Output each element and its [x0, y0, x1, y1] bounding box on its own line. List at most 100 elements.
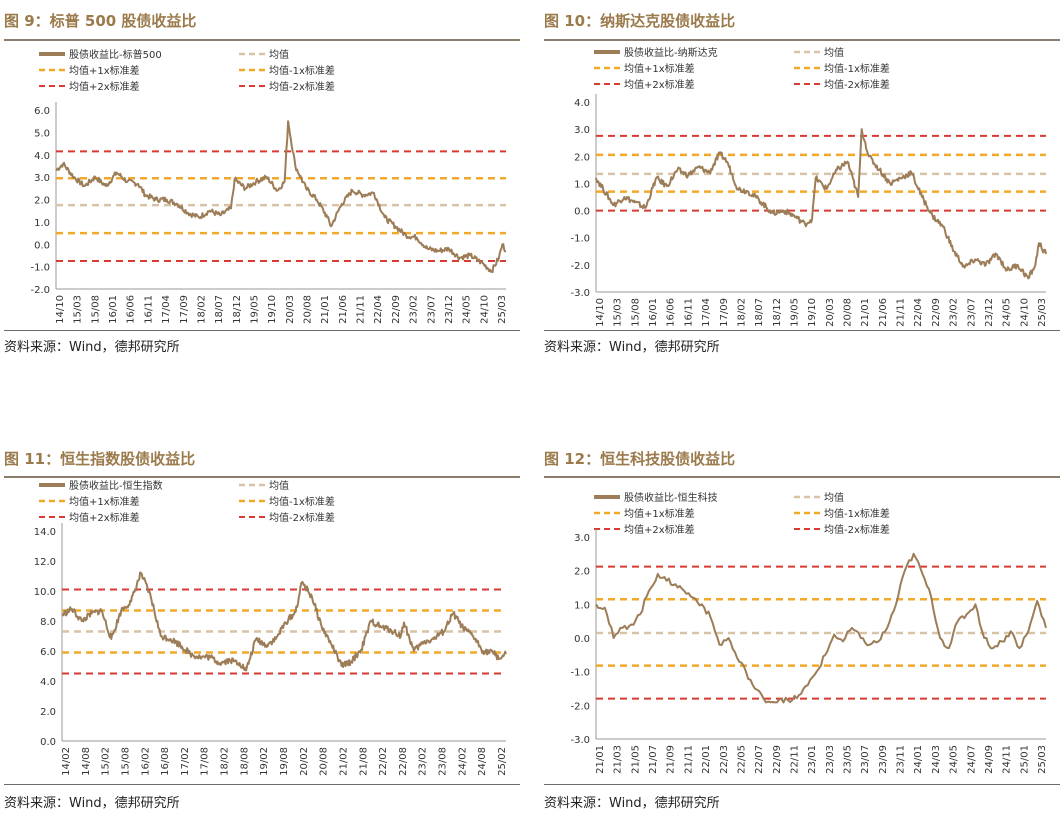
y-tick-label: 6.0	[34, 106, 50, 117]
y-tick-label: 1.0	[574, 600, 590, 611]
legend-plus2-label: 均值+2x标准差	[69, 511, 140, 524]
x-tick-label: 23/02	[949, 298, 960, 327]
series-line	[61, 571, 507, 672]
x-tick-label: 24/03	[931, 745, 942, 774]
x-tick-label: 24/09	[984, 745, 995, 774]
x-tick-label: 15/02	[101, 747, 112, 776]
y-tick-label: -3.0	[570, 288, 590, 299]
x-tick-label: 20/03	[285, 295, 296, 324]
chart-title: 图 11：恒生指数股债收益比	[4, 450, 196, 468]
x-tick-label: 16/01	[108, 295, 119, 324]
x-tick-label: 24/02	[457, 747, 468, 776]
legend-minus2: 均值-2x标准差	[239, 80, 335, 93]
x-tick-label: 25/03	[1037, 298, 1048, 327]
legend-plus2: 均值+2x标准差	[39, 511, 140, 524]
legend-series: 股债收益比-恒生科技	[594, 491, 718, 504]
y-tick-label: 6.0	[40, 647, 56, 658]
y-tick-label: -2.0	[30, 285, 50, 296]
legend-plus2: 均值+2x标准差	[39, 80, 140, 93]
legend-minus1: 均值-1x标准差	[239, 495, 335, 508]
x-tick-label: 24/05	[462, 295, 473, 324]
x-tick-label: 21/11	[356, 295, 367, 324]
x-tick-label: 16/02	[140, 747, 151, 776]
legend-mean: 均值	[794, 46, 844, 59]
x-tick-label: 25/03	[497, 295, 508, 324]
legend-minus1-label: 均值-1x标准差	[824, 507, 890, 520]
title-divider	[544, 39, 1060, 41]
x-tick-label: 23/01	[807, 745, 818, 774]
x-tick-label: 19/05	[789, 298, 800, 327]
source-divider	[4, 330, 520, 331]
x-tick-label: 15/08	[120, 747, 131, 776]
x-tick-label: 18/07	[214, 295, 225, 324]
x-tick-label: 25/02	[497, 747, 508, 776]
x-tick-label: 23/11	[896, 745, 907, 774]
x-tick-label: 19/05	[249, 295, 260, 324]
x-tick-label: 17/08	[200, 747, 211, 776]
x-tick-label: 23/09	[878, 745, 889, 774]
y-tick-label: 2.0	[574, 152, 590, 163]
y-tick-label: 12.0	[34, 557, 56, 568]
x-tick-label: 21/07	[648, 745, 659, 774]
x-tick-label: 21/01	[320, 295, 331, 324]
legend-plus1-label: 均值+1x标准差	[69, 64, 140, 77]
x-tick-label: 24/10	[1019, 298, 1030, 327]
x-tick-label: 22/01	[701, 745, 712, 774]
x-tick-label: 20/02	[299, 747, 310, 776]
x-tick-label: 17/02	[180, 747, 191, 776]
x-tick-label: 22/02	[378, 747, 389, 776]
x-tick-label: 21/01	[595, 745, 606, 774]
y-tick-label: 14.0	[34, 527, 56, 538]
x-tick-label: 23/07	[426, 295, 437, 324]
x-tick-label: 22/09	[391, 295, 402, 324]
legend-mean: 均值	[794, 491, 844, 504]
x-tick-label: 18/12	[772, 298, 783, 327]
legend-minus1: 均值-1x标准差	[239, 64, 335, 77]
y-tick-label: 4.0	[40, 677, 56, 688]
x-tick-label: 23/02	[418, 747, 429, 776]
x-tick-label: 23/12	[444, 295, 455, 324]
x-tick-label: 14/10	[55, 295, 66, 324]
series-line	[55, 120, 507, 274]
x-tick-label: 21/11	[896, 298, 907, 327]
legend-minus2: 均值-2x标准差	[239, 511, 335, 524]
legend-minus1-label: 均值-1x标准差	[824, 62, 890, 75]
y-tick-label: 0.0	[40, 737, 56, 748]
legend-plus1-label: 均值+1x标准差	[69, 495, 140, 508]
legend-plus1: 均值+1x标准差	[39, 64, 140, 77]
x-tick-label: 17/09	[179, 295, 190, 324]
legend-mean-label: 均值	[824, 46, 844, 59]
legend-plus2-label: 均值+2x标准差	[624, 78, 695, 91]
legend-series: 股债收益比-标普500	[39, 48, 162, 61]
x-tick-label: 20/08	[303, 295, 314, 324]
chart-area: 股债收益比-纳斯达克 均值 均值+1x标准差 均值-1x标准差 均值+2x标准差 均值-2…	[544, 42, 1060, 329]
x-tick-label: 14/10	[595, 298, 606, 327]
x-tick-label: 23/12	[984, 298, 995, 327]
x-tick-label: 23/07	[860, 745, 871, 774]
x-tick-label: 22/03	[719, 745, 730, 774]
legend-minus2: 均值-2x标准差	[794, 523, 890, 536]
y-tick-label: 4.0	[574, 98, 590, 109]
x-tick-label: 14/08	[81, 747, 92, 776]
legend-minus1-label: 均值-1x标准差	[269, 495, 335, 508]
x-tick-label: 19/10	[807, 298, 818, 327]
legend-plus1-label: 均值+1x标准差	[624, 62, 695, 75]
x-tick-label: 21/01	[860, 298, 871, 327]
x-tick-label: 15/08	[90, 295, 101, 324]
x-tick-label: 14/02	[61, 747, 72, 776]
x-tick-label: 23/02	[409, 295, 420, 324]
y-tick-label: -3.0	[570, 735, 590, 746]
legend-minus1-label: 均值-1x标准差	[269, 64, 335, 77]
x-tick-label: 24/08	[477, 747, 488, 776]
chart-title: 图 10：纳斯达克股债收益比	[544, 12, 736, 30]
source-note: 资料来源：Wind，德邦研究所	[4, 340, 180, 355]
y-tick-label: -2.0	[570, 261, 590, 272]
x-tick-label: 18/08	[239, 747, 250, 776]
x-tick-label: 20/08	[843, 298, 854, 327]
legend-series-label: 股债收益比-标普500	[69, 48, 162, 61]
legend-minus2-label: 均值-2x标准差	[269, 511, 335, 524]
x-tick-label: 15/08	[630, 298, 641, 327]
legend-mean: 均值	[239, 48, 289, 61]
